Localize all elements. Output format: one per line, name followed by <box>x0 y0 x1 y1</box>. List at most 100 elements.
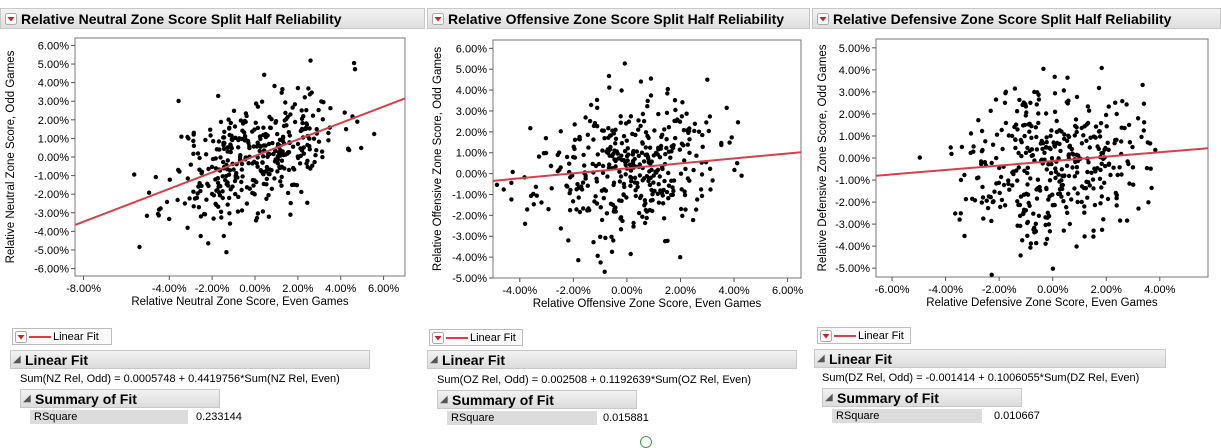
scatter-point <box>656 182 661 187</box>
scatter-point <box>185 225 190 230</box>
scatter-point <box>612 157 617 162</box>
scatter-point <box>191 189 196 194</box>
scatter-point <box>510 169 515 175</box>
scatter-point <box>211 139 216 144</box>
x-axis-label: Relative Offensive Zone Score, Even Game… <box>533 298 762 310</box>
scatter-point <box>227 125 232 130</box>
scatter-point <box>549 186 554 191</box>
linear-fit-header[interactable]: ◢ Linear Fit <box>10 350 370 369</box>
disclosure-triangle-icon[interactable]: ◢ <box>13 354 21 365</box>
panel-title-bar[interactable]: Relative Offensive Zone Score Split Half… <box>427 8 810 29</box>
scatter-point <box>696 129 702 134</box>
scatter-point <box>288 212 293 217</box>
scatter-point <box>619 153 624 158</box>
scatter-point <box>669 149 674 154</box>
scatter-point <box>352 67 358 72</box>
scatter-point <box>670 185 675 190</box>
red-triangle-menu-icon[interactable] <box>15 330 27 343</box>
scatter-point <box>602 136 607 141</box>
scatter-point <box>1101 217 1106 222</box>
disclosure-triangle-icon[interactable]: ◢ <box>23 393 31 404</box>
scatter-point <box>1061 228 1066 233</box>
scatter-point <box>1141 128 1146 133</box>
linear-fit-header[interactable]: ◢ Linear Fit <box>814 349 1166 368</box>
scatter-point <box>656 200 662 205</box>
scatter-point <box>1021 123 1026 128</box>
scatter-plot-offensive[interactable]: 6.00% 5.00% 4.00% 3.00% 2.00% 1.00% 0.00% -1.00… <box>427 30 810 320</box>
disclosure-triangle-icon[interactable]: ◢ <box>817 353 825 364</box>
scatter-point <box>970 196 975 201</box>
scatter-point <box>213 166 219 171</box>
scatter-point <box>1019 153 1024 159</box>
scatter-point <box>678 255 683 260</box>
scatter-point <box>567 208 573 213</box>
linear-fit-legend[interactable]: Linear Fit <box>429 329 523 346</box>
scatter-point <box>1023 101 1028 107</box>
scatter-point <box>629 179 634 184</box>
linear-fit-legend[interactable]: Linear Fit <box>12 328 112 345</box>
scatter-point <box>957 217 962 222</box>
scatter-point <box>642 220 648 226</box>
y-tick-label: 3.00% <box>38 96 69 108</box>
linear-fit-header[interactable]: ◢ Linear Fit <box>427 350 797 369</box>
scatter-point <box>695 197 700 202</box>
scatter-point <box>989 218 994 224</box>
x-tick-label: 0.00% <box>1037 284 1068 296</box>
scatter-plot-neutral[interactable]: 6.00% 5.00% 4.00% 3.00% 2.00% 1.00% 0.00% -1.00… <box>0 30 425 320</box>
scatter-points <box>132 58 377 255</box>
scatter-point <box>1075 199 1080 205</box>
y-tick-label: 2.00% <box>839 109 870 121</box>
scatter-point <box>1064 163 1070 168</box>
scatter-point <box>1084 138 1089 143</box>
scatter-point <box>1065 75 1070 80</box>
red-triangle-menu-icon[interactable] <box>432 331 444 344</box>
scatter-point <box>286 130 291 135</box>
scatter-point <box>242 118 247 124</box>
summary-of-fit-header[interactable]: ◢ Summary of Fit <box>437 390 637 409</box>
scatter-point <box>607 162 612 167</box>
red-triangle-menu-icon[interactable] <box>5 12 17 25</box>
scatter-point <box>239 167 244 172</box>
scatter-point <box>275 154 280 159</box>
legend-label: Linear Fit <box>470 331 516 344</box>
scatter-point <box>1045 210 1050 215</box>
scatter-point <box>622 61 627 66</box>
linear-fit-title: Linear Fit <box>829 350 893 367</box>
scatter-point <box>242 137 247 142</box>
scatter-point <box>282 166 287 171</box>
disclosure-triangle-icon[interactable]: ◢ <box>825 392 833 403</box>
disclosure-triangle-icon[interactable]: ◢ <box>430 354 438 365</box>
scatter-point <box>1043 222 1048 228</box>
scatter-point <box>1136 206 1141 211</box>
scatter-point <box>685 142 690 147</box>
scatter-point <box>1091 186 1096 191</box>
scatter-point <box>1114 196 1119 201</box>
summary-of-fit-header[interactable]: ◢ Summary of Fit <box>822 388 1022 407</box>
scatter-point <box>655 191 660 196</box>
scatter-point <box>229 133 234 138</box>
scatter-point <box>558 165 563 170</box>
summary-of-fit-header[interactable]: ◢ Summary of Fit <box>20 389 220 408</box>
scatter-point <box>275 161 280 166</box>
scatter-point <box>577 209 583 215</box>
scatter-point <box>1028 176 1033 181</box>
scatter-point <box>176 98 181 104</box>
scatter-point <box>705 77 710 82</box>
red-triangle-menu-icon[interactable] <box>432 12 444 25</box>
scatter-point <box>1056 156 1061 161</box>
scatter-plot-defensive[interactable]: 5.00% 4.00% 3.00% 2.00% 1.00% 0.00% -1.00% -2.0… <box>812 30 1221 320</box>
panel-offensive-zone: Relative Offensive Zone Score Split Half… <box>427 0 810 442</box>
scatter-point <box>137 244 142 250</box>
disclosure-triangle-icon[interactable]: ◢ <box>440 394 448 405</box>
scatter-point <box>280 138 286 144</box>
scatter-point <box>621 192 626 198</box>
panel-title-bar[interactable]: Relative Defensive Zone Score Split Half… <box>812 8 1221 29</box>
red-triangle-menu-icon[interactable] <box>817 12 829 25</box>
scatter-point <box>1043 241 1048 246</box>
panel-title-bar[interactable]: Relative Neutral Zone Score Split Half R… <box>0 8 425 29</box>
scatter-point <box>218 209 224 214</box>
scatter-point <box>592 199 597 204</box>
linear-fit-legend[interactable]: Linear Fit <box>817 327 911 344</box>
red-triangle-menu-icon[interactable] <box>820 329 832 342</box>
scatter-point <box>343 127 349 132</box>
